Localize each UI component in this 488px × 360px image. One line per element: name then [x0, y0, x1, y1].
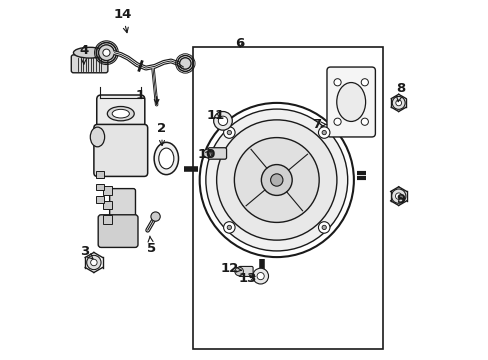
Ellipse shape — [336, 82, 365, 121]
Circle shape — [234, 267, 243, 276]
Circle shape — [205, 109, 347, 251]
Text: 4: 4 — [79, 44, 88, 64]
Circle shape — [318, 127, 329, 138]
Circle shape — [151, 212, 160, 221]
Circle shape — [391, 96, 405, 109]
Text: 8: 8 — [395, 82, 404, 102]
Circle shape — [270, 174, 283, 186]
FancyBboxPatch shape — [109, 189, 135, 227]
Circle shape — [395, 193, 401, 199]
Text: 7: 7 — [311, 118, 326, 131]
FancyBboxPatch shape — [238, 266, 253, 276]
Text: 9: 9 — [395, 193, 404, 206]
Text: 10: 10 — [197, 148, 216, 161]
Circle shape — [218, 116, 227, 126]
Circle shape — [223, 222, 235, 233]
Text: 2: 2 — [157, 122, 166, 145]
Circle shape — [99, 45, 114, 60]
Text: 12: 12 — [220, 262, 241, 275]
Ellipse shape — [159, 148, 174, 169]
Text: 13: 13 — [239, 272, 257, 285]
Bar — [96, 184, 104, 190]
Circle shape — [333, 118, 341, 125]
Circle shape — [322, 225, 325, 230]
Bar — [192, 47, 382, 348]
Ellipse shape — [90, 127, 104, 147]
Circle shape — [216, 120, 336, 240]
Bar — [102, 215, 112, 224]
Circle shape — [395, 100, 401, 106]
Circle shape — [179, 58, 191, 69]
Circle shape — [227, 130, 231, 135]
Circle shape — [213, 112, 232, 130]
Circle shape — [361, 118, 367, 125]
Circle shape — [86, 255, 101, 270]
Ellipse shape — [154, 142, 178, 175]
Circle shape — [227, 225, 231, 230]
FancyBboxPatch shape — [98, 215, 138, 247]
Circle shape — [333, 79, 341, 86]
Bar — [96, 197, 104, 203]
Circle shape — [199, 103, 353, 257]
Ellipse shape — [107, 107, 134, 121]
FancyBboxPatch shape — [94, 125, 147, 176]
FancyBboxPatch shape — [207, 148, 226, 159]
Text: 11: 11 — [206, 109, 224, 122]
Circle shape — [234, 138, 319, 222]
Text: 1: 1 — [136, 89, 145, 102]
Circle shape — [261, 165, 292, 195]
Circle shape — [318, 222, 329, 233]
FancyBboxPatch shape — [71, 55, 108, 73]
Bar — [96, 171, 104, 178]
Circle shape — [361, 79, 367, 86]
Circle shape — [257, 273, 264, 280]
FancyBboxPatch shape — [326, 67, 375, 137]
FancyBboxPatch shape — [97, 95, 144, 134]
Circle shape — [203, 149, 211, 158]
Bar — [102, 186, 112, 195]
Circle shape — [252, 268, 268, 284]
Circle shape — [322, 130, 325, 135]
Bar — [102, 201, 112, 210]
Text: 6: 6 — [235, 36, 244, 50]
Ellipse shape — [73, 47, 105, 58]
Circle shape — [102, 49, 110, 56]
Text: 3: 3 — [80, 245, 93, 259]
Circle shape — [223, 127, 235, 138]
Circle shape — [90, 259, 97, 266]
Ellipse shape — [112, 109, 129, 118]
Circle shape — [391, 189, 405, 203]
Text: 5: 5 — [146, 236, 156, 255]
Text: 14: 14 — [113, 8, 131, 33]
